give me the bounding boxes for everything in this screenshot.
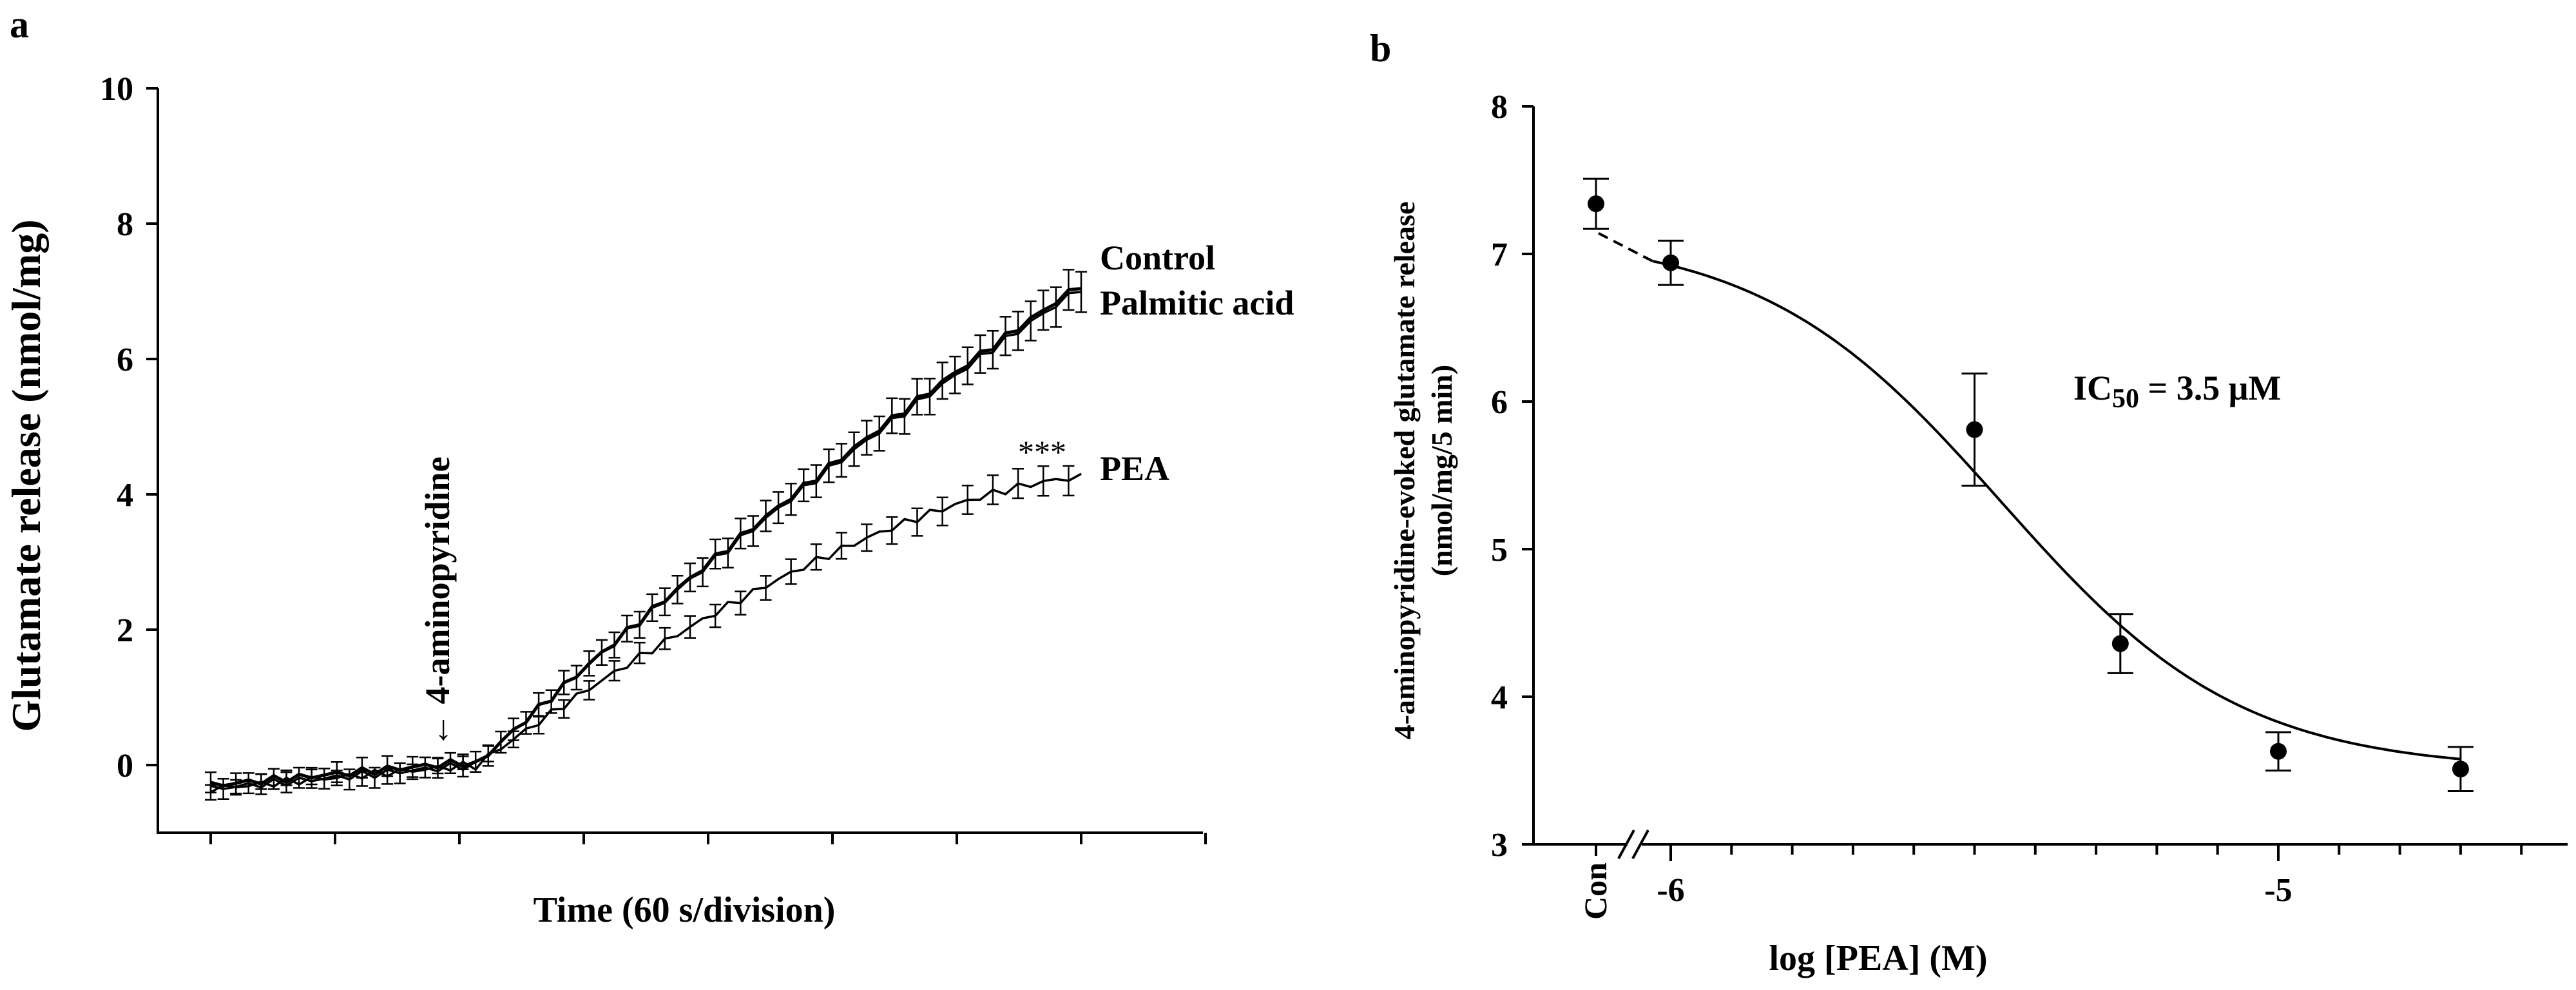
legend-palmitic-acid: Palmitic acid [1100,284,1294,322]
fit-curve [1652,260,2461,761]
panel-a-y-ticks: 0 2 4 6 8 10 [100,71,158,784]
data-point [2452,761,2469,778]
axis-break-mark-1 [1617,830,1635,859]
data-point [2111,635,2129,652]
panel-b-y-tick-label: 8 [1491,89,1508,126]
ic50-value: = 3.5 μM [2139,369,2281,407]
panel-b-y-tick-label: 3 [1491,827,1508,864]
panel-b-y-label-line1: 4-aminopyridine-evoked glutamate release [1388,202,1421,740]
series-line-pea [210,472,1082,793]
panel-a-x-ticks [209,833,1207,844]
panel-a-label: a [10,3,29,46]
control-tick-label: Con [1577,862,1613,920]
fit-curve-extension [1598,232,1653,262]
control-point [1588,195,1604,213]
data-point [2270,742,2287,760]
panel-b-y-tick-label: 5 [1491,532,1508,568]
panel-b-y-ticks: 3 4 5 6 7 8 [1491,89,1533,864]
panel-a-arrow-annotation: ← 4-aminopyridine [418,456,457,748]
panel-a-y-tick-label: 2 [117,612,133,649]
panel-a-x-label: Time (60 s/division) [533,890,836,930]
panel-a-series [205,269,1087,801]
panel-a-y-label: Glutamate release (nmol/mg) [3,219,49,732]
panel-b-y-tick-label: 7 [1491,237,1508,273]
data-point [1662,254,1679,271]
panel-a-y-tick-label: 4 [117,477,133,514]
panel-a-y-tick-label: 10 [100,71,133,108]
panel-a-y-tick-label: 8 [117,206,133,243]
panel-b-chart: b 3 4 5 6 7 8 Con -6 -5 4-aminopyridine-evoked … [1370,27,2568,978]
axis-break-mark-2 [1631,830,1649,859]
ic50-annotation: IC50 = 3.5 μM [2073,369,2281,414]
panel-b-x-tick-label: -6 [1657,872,1684,909]
ic50-subscript: 50 [2112,384,2139,414]
panel-a-y-tick-label: 0 [117,748,133,784]
panel-a-chart: a 0 2 4 6 8 10 Glutamate release (nmol/mg) Ti… [3,3,1294,930]
panel-b-points [1583,177,2474,793]
legend-control: Control [1100,238,1215,277]
legend-pea: PEA [1100,449,1169,488]
ic50-main: IC [2073,369,2112,407]
panel-b-label: b [1370,27,1391,70]
panel-b-x-tick-label: -5 [2264,872,2292,909]
panel-b-x-label: log [PEA] (M) [1769,938,1987,978]
panel-a-y-tick-label: 6 [117,342,133,378]
series-line-control [210,287,1082,788]
significance-label: *** [1018,434,1066,470]
data-point [1966,421,1983,438]
panel-b-x-ticks: Con -6 -5 [1577,844,2523,920]
panel-b-y-tick-label: 6 [1491,384,1508,421]
series-line-palmitic-acid [210,291,1082,790]
panel-b-y-tick-label: 4 [1491,679,1508,716]
panel-b-y-label-line2: (nmol/mg/5 min) [1425,365,1458,576]
panel-b-fit-curve [1598,232,2461,761]
